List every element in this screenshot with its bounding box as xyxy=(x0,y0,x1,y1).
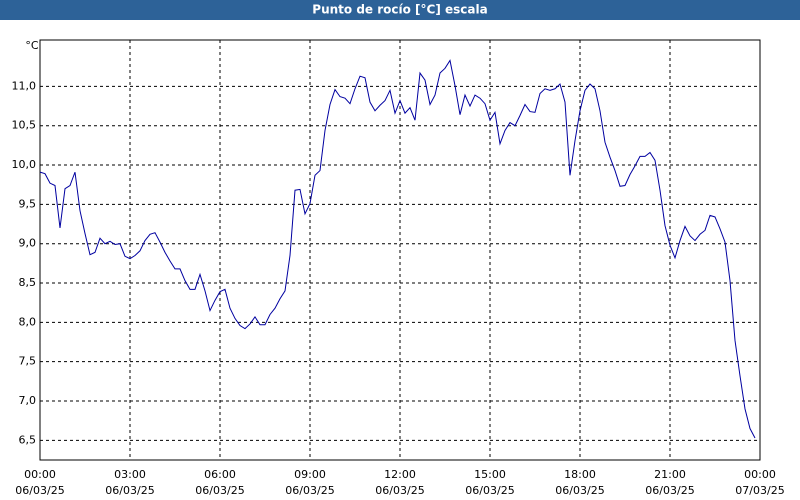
x-tick-date: 06/03/25 xyxy=(465,484,514,497)
x-tick-date: 06/03/25 xyxy=(645,484,694,497)
y-tick-label: 10,0 xyxy=(12,158,37,171)
y-unit: °C xyxy=(25,39,39,52)
y-tick-label: 9,0 xyxy=(19,237,37,250)
x-tick-label: 06:00 xyxy=(204,468,236,481)
y-tick-label: 10,5 xyxy=(12,119,37,132)
x-tick-date: 06/03/25 xyxy=(285,484,334,497)
y-tick-label: 6,5 xyxy=(19,433,37,446)
x-tick-date: 06/03/25 xyxy=(15,484,64,497)
x-tick-label: 15:00 xyxy=(474,468,506,481)
y-tick-label: 7,5 xyxy=(19,355,37,368)
y-tick-label: 8,0 xyxy=(19,315,37,328)
plot-border xyxy=(39,39,761,461)
y-tick-label: 8,5 xyxy=(19,276,37,289)
x-tick-label: 12:00 xyxy=(384,468,416,481)
x-tick-date: 06/03/25 xyxy=(195,484,244,497)
x-tick-date: 06/03/25 xyxy=(375,484,424,497)
data-line xyxy=(39,59,756,439)
y-tick-label: 7,0 xyxy=(19,394,37,407)
title-bar xyxy=(0,0,800,20)
x-tick-date: 06/03/25 xyxy=(105,484,154,497)
x-tick-date: 06/03/25 xyxy=(555,484,604,497)
x-tick-label: 00:00 xyxy=(744,468,776,481)
y-tick-label: 9,5 xyxy=(19,197,37,210)
x-tick-label: 03:00 xyxy=(114,468,146,481)
y-tick-label: 11,0 xyxy=(12,79,37,92)
x-tick-label: 09:00 xyxy=(294,468,326,481)
x-tick-date: 07/03/25 xyxy=(735,484,784,497)
x-tick-label: 21:00 xyxy=(654,468,686,481)
x-tick-label: 18:00 xyxy=(564,468,596,481)
chart-title: Punto de rocío [°C] escala xyxy=(312,3,487,17)
x-tick-label: 00:00 xyxy=(24,468,56,481)
